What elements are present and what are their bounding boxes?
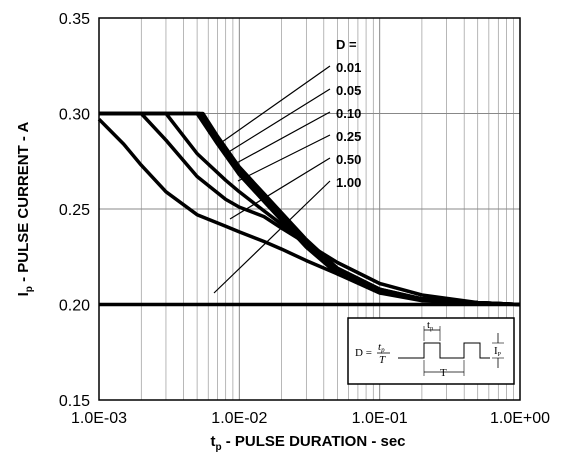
legend-entry: 0.25 — [336, 129, 361, 144]
legend-leader-line — [229, 157, 331, 220]
series-line-0_50 — [99, 111, 521, 307]
legend-entry: 0.01 — [336, 60, 361, 75]
legend-entry: 1.00 — [336, 175, 361, 190]
plot-area-border — [98, 17, 521, 401]
inset-tp-label: tp — [427, 319, 433, 332]
legend: D = 0.01 0.05 0.10 0.25 0.50 1.00 — [336, 37, 361, 190]
legend-leader-line — [221, 65, 331, 143]
x-tick-label: 1.0E-02 — [211, 410, 267, 427]
inset-formula-denominator: T — [379, 354, 386, 366]
legend-leader-line — [232, 111, 331, 166]
inset-ip-label: IP — [494, 345, 502, 358]
y-axis-label-rest: - PULSE CURRENT - A — [15, 121, 32, 286]
legend-title: D = — [336, 37, 357, 52]
legend-leader-line — [226, 88, 331, 154]
tick-labels: 1.0E-03 1.0E-02 1.0E-01 1.0E+00 0.15 0.20 0.25… — [59, 11, 550, 427]
x-tick-label: 1.0E-01 — [352, 410, 408, 427]
y-axis-label-main: I — [15, 292, 32, 296]
inset-formula-numerator: tp — [378, 341, 385, 354]
inset-period-label: T — [440, 367, 447, 379]
x-axis-label-rest: - PULSE DURATION - sec — [222, 433, 406, 450]
legend-leader-line — [237, 134, 331, 182]
legend-leaders — [213, 65, 331, 294]
x-axis-label: tp - PULSE DURATION - sec — [210, 433, 405, 453]
series-group — [97, 111, 521, 307]
x-axis-label-main: t — [210, 433, 215, 450]
legend-entry: 0.50 — [336, 152, 361, 167]
x-axis-label-sub: p — [215, 442, 221, 453]
inset-pulse-waveform — [398, 342, 490, 359]
y-tick-label: 0.25 — [59, 202, 90, 219]
y-tick-label: 0.30 — [59, 107, 90, 124]
legend-leader-line — [213, 180, 331, 294]
series-line-1_00 — [97, 117, 521, 307]
x-tick-label: 1.0E+00 — [490, 410, 550, 427]
y-tick-label: 0.35 — [59, 11, 90, 28]
y-tick-label: 0.20 — [59, 298, 90, 315]
inset-formula-lhs: D = — [355, 347, 372, 359]
plot-frame — [98, 17, 521, 401]
y-axis-label: Ip - PULSE CURRENT - A — [15, 121, 35, 296]
legend-entry: 0.05 — [336, 83, 361, 98]
y-tick-label: 0.15 — [59, 393, 90, 410]
x-tick-label: 1.0E-03 — [71, 410, 127, 427]
duty-cycle-inset: D = tp T tp T IP — [347, 317, 515, 385]
legend-entry: 0.10 — [336, 106, 361, 121]
inset-frame — [347, 317, 515, 385]
y-axis-label-sub: p — [24, 286, 35, 292]
